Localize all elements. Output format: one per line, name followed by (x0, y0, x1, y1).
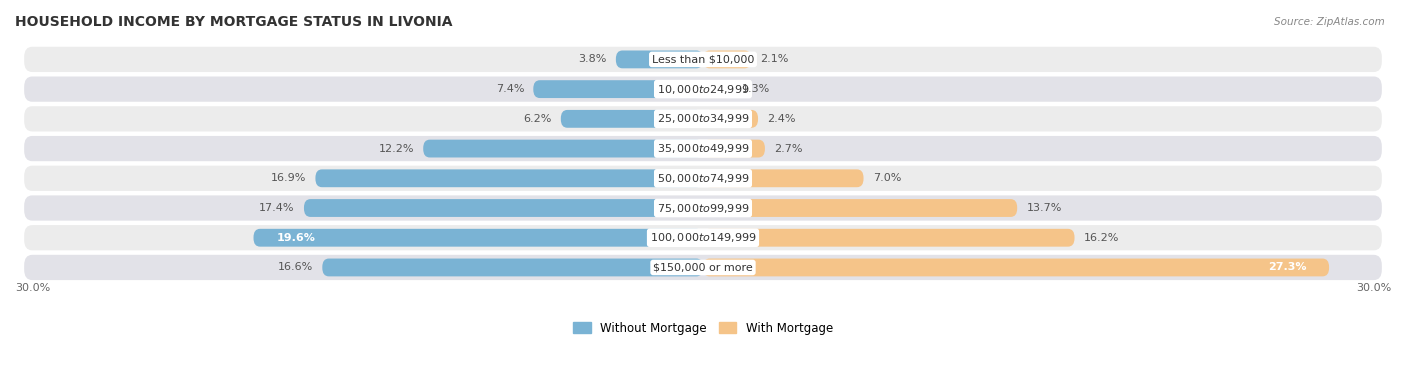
FancyBboxPatch shape (304, 199, 703, 217)
FancyBboxPatch shape (24, 225, 1382, 250)
FancyBboxPatch shape (703, 259, 1329, 276)
FancyBboxPatch shape (24, 166, 1382, 191)
FancyBboxPatch shape (423, 139, 703, 158)
FancyBboxPatch shape (561, 110, 703, 128)
Text: 3.8%: 3.8% (578, 54, 606, 64)
Text: 2.7%: 2.7% (775, 144, 803, 153)
Text: 13.7%: 13.7% (1026, 203, 1062, 213)
Text: 16.9%: 16.9% (271, 173, 307, 183)
FancyBboxPatch shape (24, 255, 1382, 280)
Text: 19.6%: 19.6% (277, 233, 315, 243)
FancyBboxPatch shape (703, 110, 758, 128)
Text: 12.2%: 12.2% (378, 144, 413, 153)
Text: $100,000 to $149,999: $100,000 to $149,999 (650, 231, 756, 244)
Text: 2.4%: 2.4% (768, 114, 796, 124)
Text: 7.4%: 7.4% (496, 84, 524, 94)
Text: 16.2%: 16.2% (1084, 233, 1119, 243)
Text: 1.3%: 1.3% (742, 84, 770, 94)
Text: $35,000 to $49,999: $35,000 to $49,999 (657, 142, 749, 155)
Text: HOUSEHOLD INCOME BY MORTGAGE STATUS IN LIVONIA: HOUSEHOLD INCOME BY MORTGAGE STATUS IN L… (15, 15, 453, 29)
Text: $10,000 to $24,999: $10,000 to $24,999 (657, 83, 749, 96)
Text: $75,000 to $99,999: $75,000 to $99,999 (657, 201, 749, 214)
Text: 6.2%: 6.2% (523, 114, 551, 124)
FancyBboxPatch shape (703, 51, 751, 68)
FancyBboxPatch shape (315, 169, 703, 187)
Legend: Without Mortgage, With Mortgage: Without Mortgage, With Mortgage (568, 317, 838, 339)
FancyBboxPatch shape (24, 76, 1382, 102)
FancyBboxPatch shape (703, 139, 765, 158)
FancyBboxPatch shape (322, 259, 703, 276)
FancyBboxPatch shape (703, 80, 733, 98)
Text: $25,000 to $34,999: $25,000 to $34,999 (657, 112, 749, 125)
Text: $50,000 to $74,999: $50,000 to $74,999 (657, 172, 749, 185)
Text: 17.4%: 17.4% (259, 203, 295, 213)
Text: Less than $10,000: Less than $10,000 (652, 54, 754, 64)
FancyBboxPatch shape (703, 169, 863, 187)
FancyBboxPatch shape (24, 136, 1382, 161)
Text: $150,000 or more: $150,000 or more (654, 262, 752, 273)
FancyBboxPatch shape (533, 80, 703, 98)
FancyBboxPatch shape (703, 229, 1074, 247)
Text: 2.1%: 2.1% (761, 54, 789, 64)
Text: 30.0%: 30.0% (15, 283, 51, 293)
Text: 27.3%: 27.3% (1268, 262, 1306, 273)
FancyBboxPatch shape (616, 51, 703, 68)
FancyBboxPatch shape (24, 47, 1382, 72)
FancyBboxPatch shape (253, 229, 703, 247)
FancyBboxPatch shape (24, 106, 1382, 132)
Text: Source: ZipAtlas.com: Source: ZipAtlas.com (1274, 17, 1385, 27)
Text: 16.6%: 16.6% (278, 262, 314, 273)
FancyBboxPatch shape (703, 199, 1017, 217)
Text: 30.0%: 30.0% (1355, 283, 1391, 293)
Text: 7.0%: 7.0% (873, 173, 901, 183)
FancyBboxPatch shape (24, 195, 1382, 221)
